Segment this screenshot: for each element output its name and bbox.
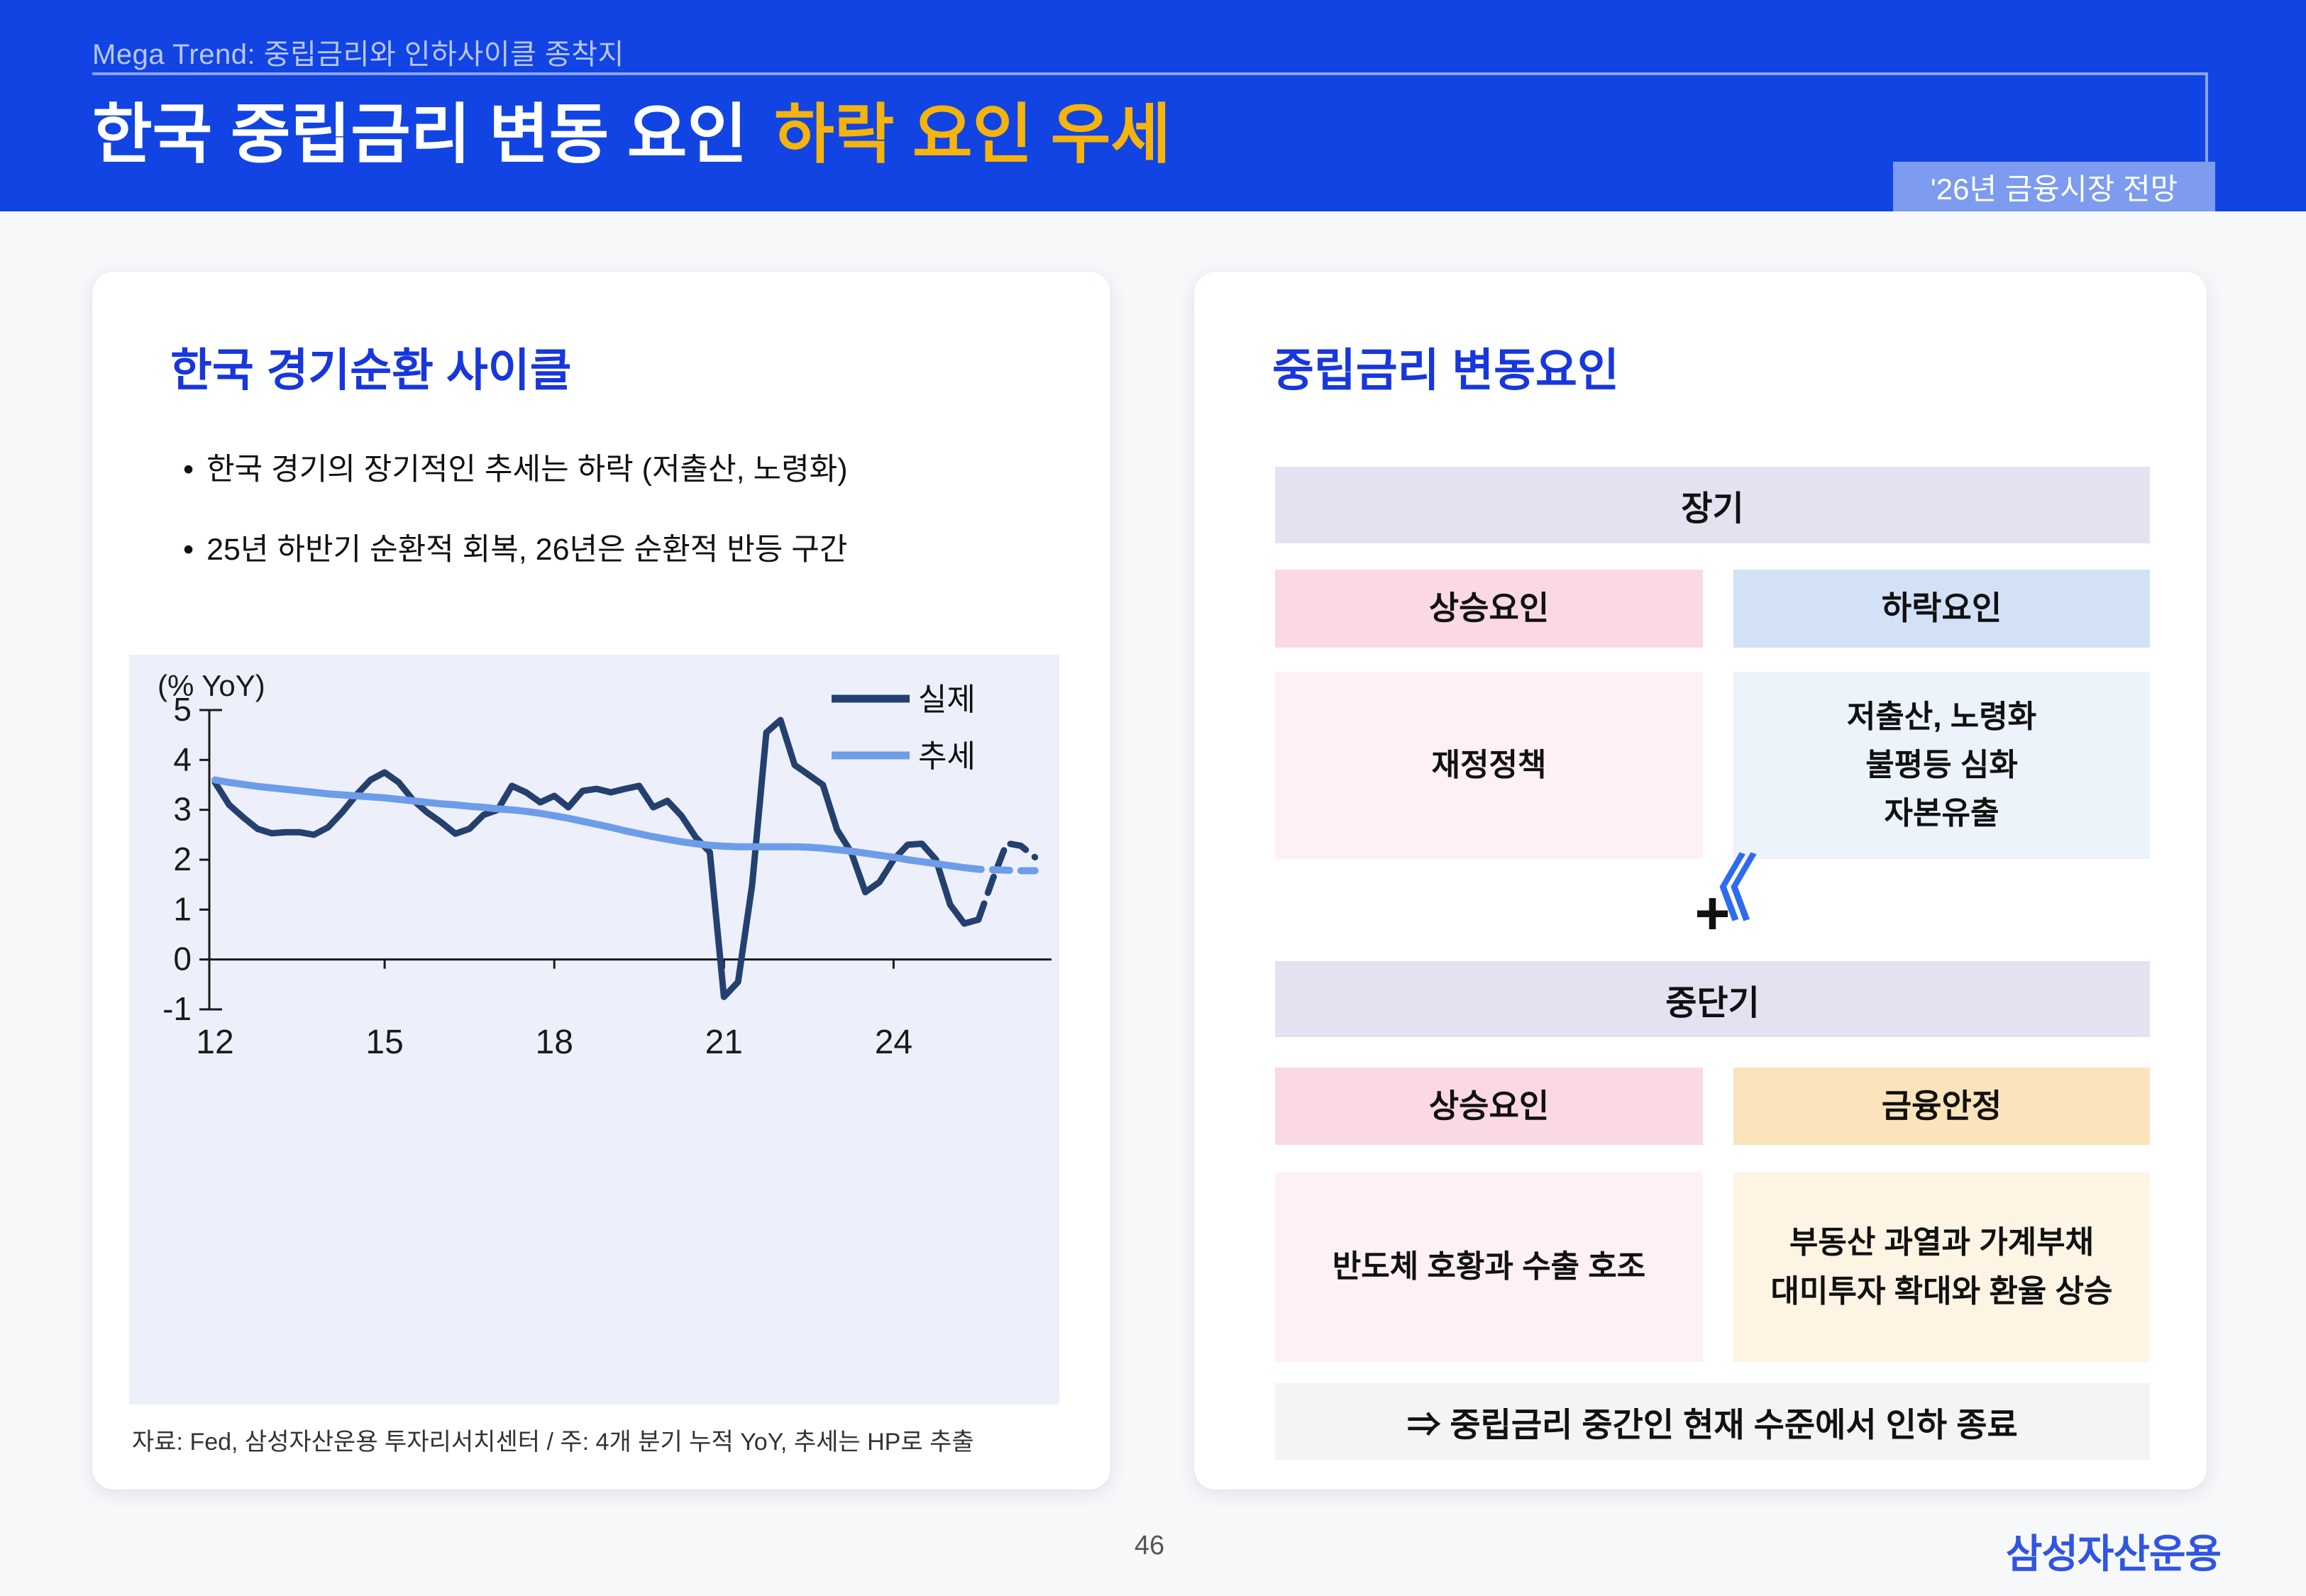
band-mid-term: 중단기 <box>1275 961 2150 1037</box>
x-tick-label: 24 <box>875 1024 912 1061</box>
conclusion-row: ⇒ 중립금리 중간인 현재 수준에서 인하 종료 <box>1275 1383 2150 1460</box>
series-line-1 <box>211 776 968 872</box>
x-tick-label: 21 <box>705 1024 743 1061</box>
y-tick-label: -1 <box>162 990 192 1027</box>
page-title-highlight: 하락 요인 우세 <box>774 99 1171 171</box>
mid-term-stability-content: 부동산 과열과 가계부채 대미투자 확대와 환율 상승 <box>1733 1173 2150 1362</box>
mid-term-up-content: 반도체 호황과 수출 호조 <box>1275 1173 1703 1362</box>
mid-term-stability-label: 금융안정 <box>1733 1068 2150 1145</box>
long-term-up-label: 상승요인 <box>1275 570 1703 648</box>
legend-label: 추세 <box>918 739 976 774</box>
y-tick-label: 0 <box>173 941 192 977</box>
long-term-down-label: 하락요인 <box>1733 570 2150 648</box>
x-tick-label: 12 <box>196 1024 233 1061</box>
header-eyebrow: Mega Trend: 중립금리와 인하사이클 종착지 <box>92 39 624 70</box>
much-less-than-icon: 《 <box>1679 849 1758 929</box>
header-rule <box>92 72 2208 75</box>
bullet-item: 한국 경기의 장기적인 추세는 하락 (저출산, 노령화) <box>183 446 847 494</box>
factors-card-title: 중립금리 변동요인 <box>1272 345 1619 396</box>
long-term-up-content: 재정정책 <box>1275 672 1703 859</box>
chart-background <box>129 655 1059 1404</box>
cycle-chart: -1 0 1 2 3 4 5 12 15 18 21 24 (% YoY) 실제 추세 <box>129 655 1059 1404</box>
y-tick-label: 5 <box>173 691 192 728</box>
plus-icon: + <box>1694 880 1731 948</box>
page-title: 한국 중립금리 변동 요인 하락 요인 우세 <box>92 99 1171 171</box>
axis-unit-label: (% YoY) <box>158 669 265 702</box>
y-tick-label: 1 <box>173 890 192 927</box>
x-tick-label: 18 <box>536 1024 573 1061</box>
x-tick-label: 15 <box>365 1024 403 1061</box>
band-long-term: 장기 <box>1275 467 2150 543</box>
page-number: 46 <box>1134 1531 1165 1561</box>
bullet-item: 25년 하반기 순환적 회복, 26년은 순환적 반등 구간 <box>183 526 848 574</box>
cycle-card: 한국 경기순환 사이클 한국 경기의 장기적인 추세는 하락 (저출산, 노령화… <box>92 272 1110 1490</box>
source-note: 자료: Fed, 삼성자산운용 투자리서치센터 / 주: 4개 분기 누적 Yo… <box>132 1429 974 1456</box>
edition-badge: '26년 금융시장 전망 <box>1893 162 2215 211</box>
header: Mega Trend: 중립금리와 인하사이클 종착지 한국 중립금리 변동 요… <box>0 0 2306 211</box>
cycle-card-title: 한국 경기순환 사이클 <box>170 345 572 396</box>
y-tick-label: 3 <box>173 791 192 828</box>
y-tick-label: 4 <box>173 741 192 777</box>
mid-term-up-label: 상승요인 <box>1275 1068 1703 1145</box>
header-vertical-rule <box>2205 72 2208 211</box>
series-line-forecast-1 <box>961 864 1039 875</box>
long-term-down-content: 저출산, 노령화 불평등 심화 자본유출 <box>1733 672 2150 859</box>
legend-label: 실제 <box>918 682 976 717</box>
company-logo: 삼성자산운용 <box>2005 1531 2222 1576</box>
series-line-forecast-0 <box>975 840 1039 923</box>
cycle-bullets: 한국 경기의 장기적인 추세는 하락 (저출산, 노령화) 25년 하반기 순환… <box>183 446 848 606</box>
factors-card: 중립금리 변동요인 장기 상승요인 하락요인 《 재정정책 저출산, 노령화 불… <box>1194 272 2207 1490</box>
y-tick-label: 2 <box>173 841 192 877</box>
page-title-main: 한국 중립금리 변동 요인 <box>92 99 748 171</box>
